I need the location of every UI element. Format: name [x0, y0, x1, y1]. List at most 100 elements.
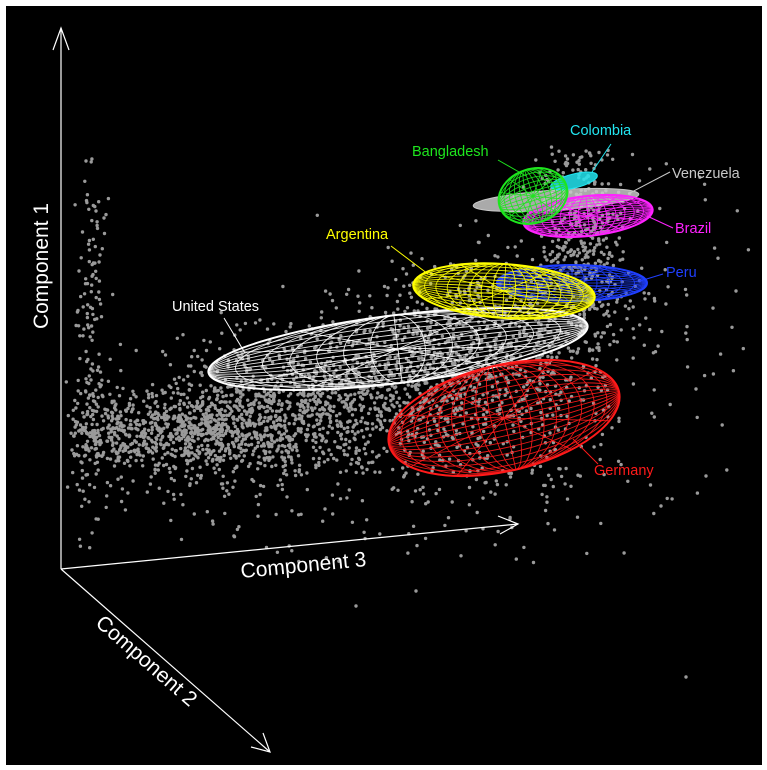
data-point — [88, 305, 93, 309]
data-point — [272, 424, 277, 428]
data-point — [461, 422, 465, 426]
data-point — [480, 339, 484, 343]
data-point — [182, 434, 186, 439]
data-point — [185, 405, 190, 409]
data-point — [611, 157, 615, 161]
data-point — [290, 509, 294, 513]
data-point — [180, 424, 185, 428]
data-point — [292, 377, 296, 382]
data-point — [511, 423, 515, 427]
data-point — [79, 391, 83, 396]
data-point — [311, 456, 316, 461]
data-point — [670, 497, 674, 501]
data-point — [256, 514, 260, 518]
data-point — [376, 418, 380, 422]
data-point — [576, 247, 580, 252]
data-point — [216, 455, 220, 460]
data-point — [192, 512, 196, 516]
data-point — [299, 512, 303, 516]
data-point — [255, 444, 260, 449]
data-point — [495, 482, 500, 487]
data-point — [551, 484, 555, 489]
data-point — [215, 432, 219, 436]
data-point — [101, 419, 106, 423]
data-point — [93, 204, 97, 209]
data-point — [241, 448, 246, 453]
data-point — [481, 393, 485, 397]
data-point — [410, 500, 414, 504]
data-point — [371, 427, 375, 431]
data-point — [571, 153, 576, 157]
data-point — [606, 182, 611, 186]
data-point — [86, 357, 90, 362]
data-point — [326, 401, 330, 405]
data-point — [538, 382, 542, 386]
data-point — [196, 445, 201, 449]
data-point — [425, 326, 430, 330]
data-point — [619, 462, 623, 467]
data-point — [319, 415, 323, 419]
data-point — [328, 292, 332, 296]
data-point — [343, 393, 348, 397]
data-point — [493, 492, 497, 496]
data-point — [475, 510, 479, 515]
data-point — [237, 454, 241, 458]
data-point — [663, 268, 667, 272]
data-point — [233, 479, 237, 483]
data-point — [172, 497, 176, 501]
data-point — [65, 485, 70, 489]
data-point — [224, 417, 228, 421]
data-point — [217, 449, 222, 453]
data-point — [370, 450, 375, 454]
data-point — [519, 239, 523, 243]
data-point — [262, 456, 266, 460]
data-point — [213, 386, 217, 390]
data-point — [398, 404, 402, 408]
data-point — [597, 150, 601, 155]
data-point — [391, 394, 395, 398]
data-point — [383, 366, 388, 370]
data-point — [685, 324, 689, 329]
data-point — [245, 433, 250, 437]
data-point — [483, 334, 487, 338]
data-point — [320, 438, 324, 443]
leader-line-colombia — [591, 143, 612, 173]
data-point — [540, 416, 544, 421]
data-point — [75, 482, 79, 487]
data-point — [451, 409, 456, 413]
data-point — [256, 502, 261, 507]
data-point — [198, 450, 202, 455]
data-point — [219, 310, 223, 315]
data-point — [183, 414, 187, 418]
data-point — [344, 437, 348, 442]
data-point — [321, 412, 325, 416]
data-point — [290, 549, 294, 553]
data-point — [189, 477, 193, 481]
data-point — [238, 399, 242, 403]
data-point — [367, 362, 371, 366]
data-point — [94, 269, 98, 273]
data-point — [576, 167, 580, 172]
data-point — [206, 429, 211, 433]
data-point — [87, 500, 91, 504]
data-point — [543, 327, 547, 332]
data-point — [362, 447, 366, 451]
data-point — [338, 470, 343, 474]
data-point — [313, 432, 317, 436]
data-point — [216, 388, 220, 393]
data-point — [156, 468, 160, 472]
data-point — [235, 527, 240, 532]
data-point — [362, 387, 366, 391]
data-point — [392, 486, 396, 490]
data-point — [214, 419, 218, 423]
data-point — [122, 461, 127, 465]
data-point — [124, 432, 128, 436]
data-point — [274, 463, 278, 467]
data-point — [171, 440, 176, 445]
label-united-states: United States — [172, 299, 259, 315]
data-point — [476, 443, 480, 448]
data-point — [126, 426, 131, 430]
data-point — [224, 400, 228, 404]
data-point — [293, 469, 297, 473]
data-point — [241, 393, 245, 397]
